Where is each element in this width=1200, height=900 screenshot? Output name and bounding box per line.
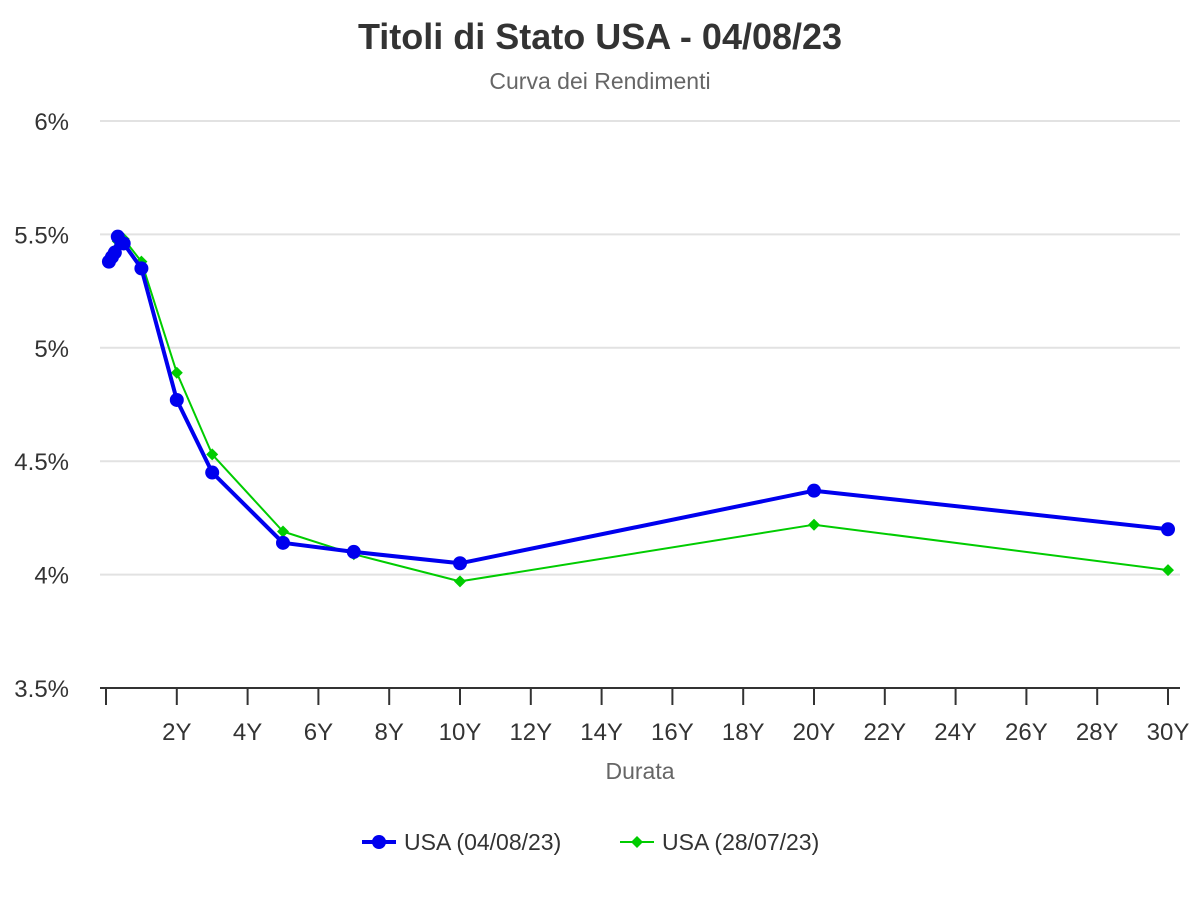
data-point[interactable] bbox=[206, 448, 219, 461]
series-layer bbox=[101, 229, 1175, 588]
legend-label: USA (28/07/23) bbox=[662, 829, 819, 855]
x-tick-label: 12Y bbox=[509, 719, 552, 746]
data-point[interactable] bbox=[1161, 522, 1175, 537]
y-tick-label: 6% bbox=[34, 109, 69, 136]
legend-item[interactable]: USA (28/07/23) bbox=[620, 829, 819, 855]
axis-layer: 3.5% 4% 4.5% 5% 5.5% 6% 2Y 4Y 6Y 8Y 10Y 12Y 14Y 16Y 18… bbox=[14, 109, 1189, 746]
data-point[interactable] bbox=[346, 544, 361, 559]
legend-item[interactable]: USA (04/08/23) bbox=[362, 829, 561, 855]
x-tick-label: 14Y bbox=[580, 719, 623, 746]
legend-label: USA (04/08/23) bbox=[404, 829, 561, 855]
legend-marker bbox=[631, 836, 643, 848]
x-axis-title: Durata bbox=[605, 758, 674, 784]
data-point[interactable] bbox=[1162, 564, 1174, 577]
data-point[interactable] bbox=[134, 261, 149, 276]
data-point[interactable] bbox=[276, 535, 290, 550]
x-tick-label: 16Y bbox=[651, 719, 694, 746]
y-tick-label: 5% bbox=[34, 336, 69, 363]
y-tick-label: 4% bbox=[34, 563, 69, 590]
y-tick-label: 4.5% bbox=[14, 449, 69, 476]
x-tick-label: 18Y bbox=[722, 719, 765, 746]
data-point[interactable] bbox=[454, 575, 466, 588]
x-tick-label: 30Y bbox=[1147, 719, 1190, 746]
data-point[interactable] bbox=[169, 392, 184, 407]
x-tick-label: 8Y bbox=[375, 719, 404, 746]
data-point[interactable] bbox=[205, 465, 220, 480]
x-tick-label: 4Y bbox=[233, 719, 262, 746]
y-tick-label: 3.5% bbox=[14, 676, 69, 703]
x-tick-label: 22Y bbox=[863, 719, 906, 746]
x-tick-label: 24Y bbox=[934, 719, 977, 746]
legend: USA (04/08/23) USA (28/07/23) bbox=[362, 829, 819, 855]
data-point[interactable] bbox=[808, 518, 820, 531]
chart-title: Titoli di Stato USA - 04/08/23 bbox=[358, 16, 842, 57]
data-point[interactable] bbox=[107, 245, 122, 260]
data-point[interactable] bbox=[453, 556, 467, 571]
data-point[interactable] bbox=[807, 483, 821, 498]
y-tick-label: 5.5% bbox=[14, 222, 69, 249]
data-point[interactable] bbox=[170, 366, 183, 379]
data-point[interactable] bbox=[116, 236, 131, 251]
series-usa-04-08-23 bbox=[101, 229, 1175, 571]
series-usa-28-07-23 bbox=[102, 232, 1174, 588]
x-tick-label: 6Y bbox=[304, 719, 333, 746]
grid-layer bbox=[100, 120, 1180, 576]
x-tick-label: 10Y bbox=[439, 719, 482, 746]
x-tick-label: 2Y bbox=[162, 719, 191, 746]
data-point[interactable] bbox=[277, 525, 289, 538]
x-tick-label: 28Y bbox=[1076, 719, 1119, 746]
chart-subtitle: Curva dei Rendimenti bbox=[489, 68, 710, 94]
x-tick-label: 20Y bbox=[793, 719, 836, 746]
legend-marker bbox=[372, 835, 386, 849]
x-tick-label: 26Y bbox=[1005, 719, 1048, 746]
